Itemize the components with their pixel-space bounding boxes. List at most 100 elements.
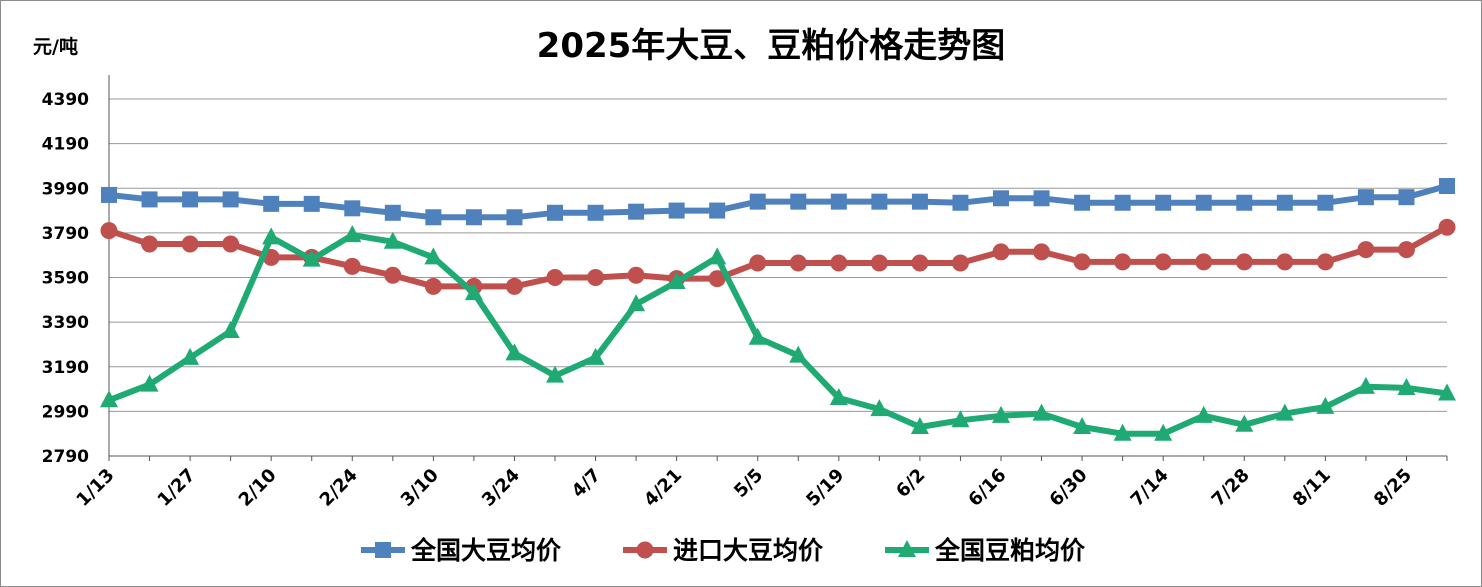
data-point (1195, 194, 1212, 211)
data-point (505, 277, 523, 295)
data-point (910, 416, 929, 434)
data-point (1316, 253, 1334, 271)
gridlines (109, 98, 1447, 457)
x-tick-label: 5/19 (802, 465, 848, 511)
data-point (627, 294, 646, 312)
data-point (911, 254, 929, 272)
x-tick-label: 5/5 (730, 465, 767, 502)
data-point (1073, 253, 1091, 271)
data-point (506, 209, 523, 226)
data-point (263, 195, 280, 212)
data-point (870, 399, 889, 417)
data-point (425, 209, 442, 226)
series-2 (100, 225, 1456, 441)
data-point (221, 321, 240, 339)
data-point (465, 209, 482, 226)
data-point (1155, 194, 1172, 211)
data-point (302, 249, 321, 267)
y-axis: 2790 2990 3190 3390 3590 3790 3990 4190 4390 (42, 75, 110, 467)
data-point (222, 191, 239, 208)
data-point (1235, 253, 1253, 271)
data-point (424, 247, 443, 265)
data-point (587, 269, 605, 286)
y-tick-label: 2790 (42, 447, 89, 467)
data-point (627, 266, 645, 284)
x-tick-label: 4/7 (568, 465, 605, 502)
x-tick-label: 6/30 (1046, 465, 1092, 511)
data-point (181, 235, 199, 253)
legend-marker (375, 542, 391, 558)
data-point (1194, 405, 1213, 423)
data-point (1154, 253, 1172, 271)
data-point (829, 387, 848, 405)
data-point (1033, 243, 1051, 261)
y-tick-label: 3590 (42, 269, 89, 289)
data-point (505, 343, 524, 361)
data-point (748, 327, 767, 345)
data-point (749, 254, 767, 272)
data-point (1357, 241, 1375, 259)
data-point (1032, 403, 1051, 421)
data-point (1114, 253, 1132, 271)
data-point (1438, 218, 1456, 236)
data-point (1236, 194, 1253, 211)
x-tick-label: 1/13 (72, 465, 118, 511)
series-line (108, 183, 1448, 221)
legend-entry-1: 进口大豆均价 (623, 536, 824, 565)
data-point (182, 191, 199, 208)
data-point (709, 202, 726, 219)
x-tick-label: 2/24 (316, 465, 362, 511)
data-point (1113, 423, 1132, 441)
data-point (628, 203, 645, 220)
data-point (708, 270, 726, 288)
x-tick-label: 6/16 (964, 465, 1010, 511)
data-point (1114, 194, 1131, 211)
data-point (1276, 194, 1293, 211)
data-point (1276, 253, 1294, 271)
data-point (871, 193, 888, 210)
x-tick-label: 7/28 (1208, 465, 1254, 511)
x-tick-label: 8/25 (1370, 465, 1416, 511)
x-tick-label: 1/27 (154, 465, 200, 511)
y-tick-label: 4390 (42, 90, 89, 110)
data-point (587, 204, 604, 221)
data-point (303, 195, 320, 212)
x-tick-label: 3/24 (478, 465, 524, 511)
data-point (100, 222, 118, 240)
x-tick-label: 4/21 (640, 465, 686, 511)
data-point (262, 227, 281, 245)
data-point (668, 202, 685, 219)
data-point (1398, 189, 1415, 206)
data-point (992, 405, 1010, 423)
legend-entry-2: 全国豆粕均价 (885, 536, 1086, 565)
data-point (830, 193, 847, 210)
data-point (1154, 423, 1173, 441)
data-point (424, 277, 442, 295)
legend-label: 进口大豆均价 (673, 536, 824, 565)
y-tick-label: 3990 (42, 179, 89, 199)
data-point (1438, 383, 1456, 401)
data-point (1439, 178, 1455, 195)
y-tick-label: 3790 (42, 224, 89, 244)
data-point (951, 254, 969, 272)
data-point (1235, 414, 1254, 432)
x-tick-label: 7/14 (1127, 465, 1173, 511)
data-point (1033, 190, 1050, 207)
data-point (1073, 416, 1092, 434)
data-point (951, 410, 970, 428)
chart-title: 2025年大豆、豆粕价格走势图 (537, 26, 1006, 66)
series-group (100, 178, 1456, 441)
data-point (383, 231, 402, 249)
data-point (1195, 253, 1213, 271)
legend-label: 全国豆粕均价 (934, 536, 1086, 565)
y-tick-label: 3390 (42, 313, 89, 333)
data-point (870, 254, 888, 272)
data-point (1356, 376, 1375, 394)
data-point (1397, 241, 1415, 259)
data-point (222, 235, 240, 253)
data-point (181, 347, 200, 365)
data-point (547, 204, 563, 221)
y-tick-label: 2990 (42, 402, 89, 422)
data-point (911, 193, 928, 210)
data-point (343, 225, 362, 243)
